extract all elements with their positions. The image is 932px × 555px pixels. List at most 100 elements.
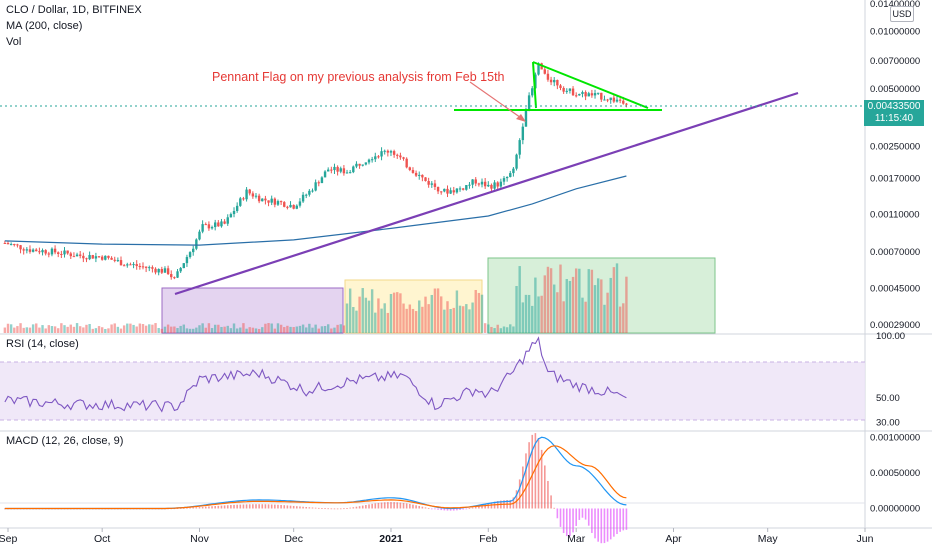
macd-hist-bar bbox=[352, 507, 355, 509]
currency-button[interactable]: USD bbox=[890, 6, 914, 22]
pennant-upper-line[interactable] bbox=[532, 61, 649, 109]
candle-body bbox=[107, 255, 110, 258]
volume-bar bbox=[38, 327, 41, 333]
volume-bar bbox=[122, 325, 126, 333]
candle-body bbox=[399, 155, 402, 158]
candle-body bbox=[414, 172, 418, 176]
volume-bar bbox=[35, 323, 38, 333]
ma-legend[interactable]: MA (200, close) bbox=[6, 20, 83, 32]
candle-body bbox=[386, 150, 390, 153]
macd-hist-bar bbox=[264, 504, 267, 509]
candle-body bbox=[342, 168, 346, 174]
candle-body bbox=[370, 159, 374, 161]
candle-body bbox=[584, 92, 587, 97]
candle-body bbox=[612, 97, 616, 102]
candle-body bbox=[63, 250, 66, 255]
candle-body bbox=[499, 181, 503, 187]
volume-bar bbox=[590, 269, 594, 333]
macd-hist-bar bbox=[581, 508, 584, 518]
macd-hist-bar bbox=[214, 506, 216, 509]
volume-bar bbox=[471, 302, 474, 333]
candle-body bbox=[267, 200, 270, 203]
macd-hist-bar bbox=[518, 479, 521, 509]
macd-hist-bar bbox=[396, 502, 399, 509]
volume-bar bbox=[364, 297, 368, 333]
macd-hist-bar bbox=[321, 508, 323, 509]
candle-body bbox=[587, 93, 590, 97]
volume-bar bbox=[50, 326, 54, 333]
macd-hist-bar bbox=[449, 508, 452, 511]
macd-hist-bar bbox=[446, 508, 449, 511]
candle-body bbox=[496, 182, 499, 187]
macd-hist-bar bbox=[591, 508, 593, 533]
macd-hist-bar bbox=[296, 506, 298, 509]
macd-hist-bar bbox=[452, 508, 455, 511]
volume-bar bbox=[308, 323, 311, 333]
vol-legend[interactable]: Vol bbox=[6, 36, 22, 48]
time-tick-label: Dec bbox=[284, 533, 303, 545]
pennant-left-edge[interactable] bbox=[532, 61, 537, 109]
candle-body bbox=[295, 205, 299, 209]
ma-200-line bbox=[4, 175, 627, 246]
candle-body bbox=[549, 79, 553, 83]
volume-bar bbox=[179, 325, 182, 333]
volume-bar bbox=[596, 278, 600, 333]
macd-hist-bar bbox=[625, 508, 628, 530]
volume-bar bbox=[455, 290, 459, 333]
candle-body bbox=[574, 95, 578, 97]
volume-bar bbox=[239, 327, 242, 333]
candle-body bbox=[248, 189, 251, 194]
volume-bar bbox=[63, 325, 66, 333]
candle-body bbox=[3, 242, 7, 244]
volume-bar bbox=[521, 302, 525, 333]
volume-bar bbox=[411, 308, 415, 333]
candle-body bbox=[474, 179, 477, 184]
candle-body bbox=[91, 255, 94, 259]
rsi-legend[interactable]: RSI (14, close) bbox=[6, 338, 79, 350]
volume-bar bbox=[135, 326, 138, 333]
volume-bar bbox=[389, 293, 393, 333]
volume-bar bbox=[235, 328, 239, 333]
macd-hist-bar bbox=[481, 504, 483, 509]
rsi-line bbox=[4, 336, 627, 413]
time-tick-label: Feb bbox=[479, 533, 497, 545]
macd-hist-bar bbox=[427, 508, 430, 509]
volume-bar bbox=[126, 323, 129, 333]
candle-body bbox=[283, 202, 286, 207]
candle-body bbox=[57, 252, 60, 254]
volume-bar bbox=[170, 326, 173, 333]
symbol-title[interactable]: CLO / Dollar, 1D, BITFINEX bbox=[6, 4, 142, 16]
volume-bar bbox=[487, 324, 490, 333]
volume-bar bbox=[427, 304, 430, 333]
macd-hist-bar bbox=[534, 433, 537, 509]
volume-box-purple[interactable] bbox=[161, 287, 344, 334]
candle-body bbox=[600, 92, 603, 100]
pennant-annotation[interactable]: Pennant Flag on my previous analysis fro… bbox=[212, 70, 505, 84]
volume-bar bbox=[540, 295, 543, 333]
volume-bar bbox=[91, 328, 94, 333]
volume-bar bbox=[480, 294, 484, 333]
time-tick-label: Mar bbox=[567, 533, 586, 545]
candle-body bbox=[9, 244, 13, 246]
volume-bar bbox=[565, 279, 568, 333]
trendline[interactable] bbox=[174, 91, 799, 296]
candle-body bbox=[402, 157, 405, 159]
macd-hist-bar bbox=[471, 507, 474, 509]
volume-bar bbox=[430, 294, 433, 333]
volume-bar bbox=[421, 306, 424, 333]
volume-bar bbox=[355, 310, 358, 333]
volume-bar bbox=[549, 268, 553, 333]
candle-body bbox=[135, 264, 138, 267]
candle-body bbox=[148, 267, 151, 269]
macd-hist-bar bbox=[540, 449, 543, 509]
macd-hist-bar bbox=[305, 507, 308, 509]
macd-legend[interactable]: MACD (12, 26, close, 9) bbox=[6, 435, 124, 447]
macd-hist-bar bbox=[355, 506, 358, 509]
volume-bar bbox=[581, 297, 584, 333]
macd-hist-bar bbox=[584, 508, 587, 520]
candle-body bbox=[276, 201, 280, 205]
last-price-value: 0.00433500 bbox=[867, 101, 921, 112]
volume-bar bbox=[141, 324, 145, 333]
volume-bar bbox=[144, 325, 148, 333]
macd-hist-bar bbox=[440, 508, 443, 511]
